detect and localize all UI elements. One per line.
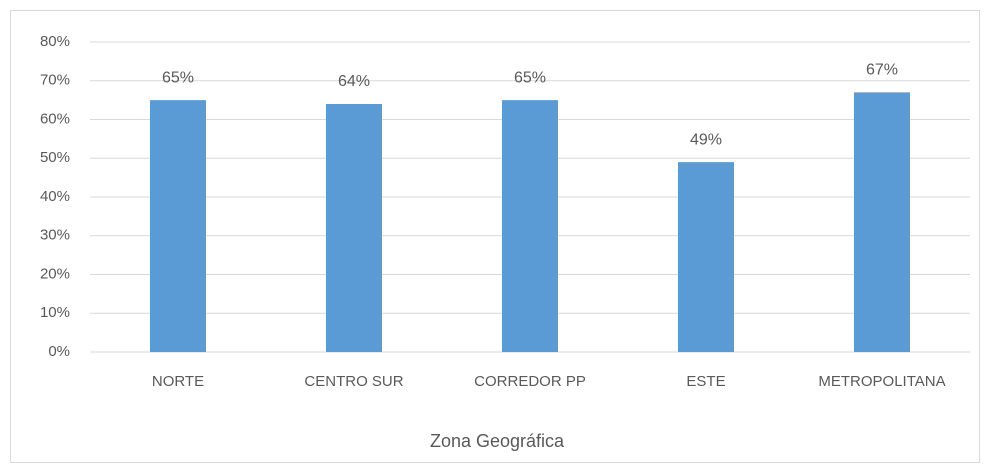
bar (502, 100, 558, 352)
y-tick-label: 80% (40, 33, 70, 50)
x-tick-label: METROPOLITANA (818, 373, 945, 390)
y-tick-label: 0% (48, 343, 70, 360)
x-axis-title: Zona Geográfica (430, 431, 565, 451)
data-label: 64% (338, 73, 370, 90)
y-tick-label: 40% (40, 188, 70, 205)
y-tick-label: 50% (40, 149, 70, 166)
x-tick-label: ESTE (686, 373, 725, 390)
x-tick-label: NORTE (152, 373, 204, 390)
bar (150, 100, 206, 352)
x-tick-label: CENTRO SUR (304, 373, 403, 390)
data-label: 65% (514, 69, 546, 86)
x-tick-label: CORREDOR PP (474, 373, 586, 390)
y-tick-label: 60% (40, 110, 70, 127)
y-tick-label: 10% (40, 304, 70, 321)
data-label: 67% (866, 62, 898, 79)
bar (678, 162, 734, 352)
bar (326, 104, 382, 352)
data-label: 49% (690, 131, 722, 148)
y-tick-label: 30% (40, 227, 70, 244)
data-label: 65% (162, 69, 194, 86)
y-tick-label: 70% (40, 72, 70, 89)
bar (854, 92, 910, 352)
y-tick-label: 20% (40, 265, 70, 282)
